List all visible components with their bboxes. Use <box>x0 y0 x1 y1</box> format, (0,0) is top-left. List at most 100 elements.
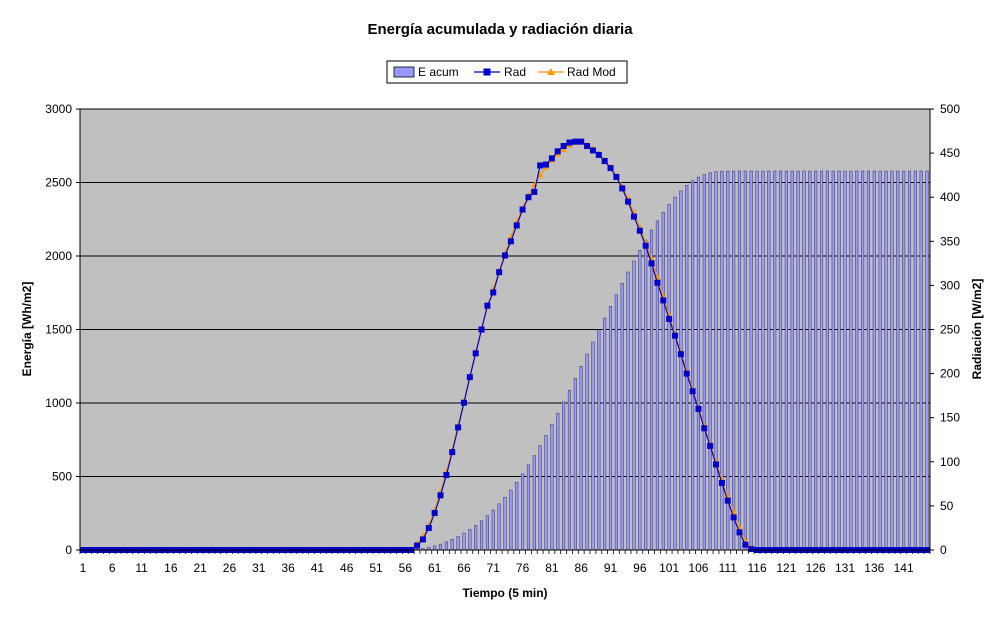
bar-e-acum-103 <box>679 190 683 551</box>
point-rad-60 <box>425 524 432 531</box>
x-axis-ticks: 1 6 11 16 21 26 31 36 41 46 51 56 61 66 71 76 81 86 91 96 10… <box>80 550 931 575</box>
bar-e-acum-88 <box>591 341 595 551</box>
x-tick-label-66: 66 <box>457 561 471 575</box>
bar-e-acum-120 <box>778 170 783 551</box>
bar-e-acum-68 <box>474 525 478 551</box>
left-tick-label-1000: 1000 <box>45 396 72 410</box>
x-tick-label-76: 76 <box>516 561 530 575</box>
point-rad-88 <box>589 147 596 154</box>
right-tick-label-300: 300 <box>940 278 960 292</box>
bar-e-acum-92 <box>614 294 618 551</box>
bar-e-acum-73 <box>503 496 507 551</box>
right-tick-label-450: 450 <box>940 146 960 160</box>
point-rad-72 <box>496 269 503 276</box>
point-rad-99 <box>654 279 661 286</box>
bar-e-acum-77 <box>526 464 531 551</box>
left-tick-label-500: 500 <box>52 470 72 484</box>
point-rad-83 <box>560 143 567 150</box>
x-tick-label-36: 36 <box>281 561 295 575</box>
bar-e-acum-78 <box>532 455 536 551</box>
point-rad-mod-79 <box>537 171 544 178</box>
point-rad-101 <box>666 315 673 322</box>
point-rad-62 <box>437 492 444 499</box>
x-tick-label-111: 111 <box>719 561 738 575</box>
bar-e-acum-114 <box>743 170 747 551</box>
x-tick-label-141: 141 <box>894 561 914 575</box>
bar-e-acum-135 <box>866 170 871 551</box>
point-rad-65 <box>455 424 462 431</box>
bar-e-acum-117 <box>761 170 765 551</box>
bar-e-acum-123 <box>796 170 800 551</box>
point-rad-111 <box>724 497 731 504</box>
x-tick-label-41: 41 <box>311 561 325 575</box>
point-rad-94 <box>625 198 632 205</box>
bar-e-acum-144 <box>919 170 923 551</box>
bar-e-acum-133 <box>855 170 859 551</box>
bar-e-acum-95 <box>632 260 636 551</box>
bar-e-acum-112 <box>732 170 736 551</box>
x-axis-title: Tiempo (5 min) <box>462 586 547 600</box>
point-rad-69 <box>478 326 485 333</box>
bar-e-acum-116 <box>755 170 759 551</box>
bar-e-acum-66 <box>462 532 466 551</box>
right-tick-label-250: 250 <box>940 323 960 337</box>
bar-e-acum-81 <box>550 424 554 551</box>
point-rad-98 <box>648 260 655 267</box>
right-tick-label-500: 500 <box>940 102 960 116</box>
left-tick-label-2000: 2000 <box>45 249 72 263</box>
x-tick-label-11: 11 <box>135 561 148 575</box>
point-rad-100 <box>660 297 667 304</box>
bar-e-acum-108 <box>708 172 712 551</box>
bar-e-acum-62 <box>438 543 443 551</box>
point-rad-109 <box>713 461 720 468</box>
point-rad-82 <box>554 148 561 155</box>
right-tick-label-50: 50 <box>940 499 954 513</box>
point-rad-73 <box>502 252 508 259</box>
point-rad-96 <box>636 227 643 234</box>
x-tick-label-121: 121 <box>776 561 796 575</box>
x-tick-label-96: 96 <box>633 561 647 575</box>
bar-e-acum-91 <box>608 306 613 551</box>
x-tick-label-51: 51 <box>369 561 383 575</box>
point-rad-104 <box>683 370 690 377</box>
bar-e-acum-93 <box>620 282 624 551</box>
bar-e-acum-98 <box>649 229 654 551</box>
right-axis-ticks: 0 50 100 150 200 250 300 350 400 450 500 <box>930 102 960 557</box>
point-rad-97 <box>642 242 649 249</box>
point-rad-79 <box>537 162 544 169</box>
bar-e-acum-89 <box>597 329 601 551</box>
bar-e-acum-142 <box>907 170 912 551</box>
left-tick-label-0: 0 <box>65 543 72 557</box>
bar-e-acum-145 <box>925 170 929 551</box>
bar-e-acum-129 <box>831 170 835 551</box>
y-axis-title: Energía [Wh/m2] <box>20 282 34 377</box>
left-tick-label-3000: 3000 <box>45 102 72 116</box>
right-tick-label-150: 150 <box>940 411 960 425</box>
bar-e-acum-83 <box>562 401 566 551</box>
chart-title: Energía acumulada y radiación diaria <box>367 21 633 38</box>
bar-e-acum-113 <box>737 170 742 551</box>
point-rad-91 <box>607 165 614 172</box>
bar-e-acum-87 <box>585 353 589 551</box>
point-rad-76 <box>519 206 526 213</box>
bar-e-acum-134 <box>861 170 865 551</box>
x-tick-label-6: 6 <box>109 561 116 575</box>
bar-e-acum-86 <box>579 366 583 551</box>
bar-e-acum-106 <box>696 176 701 551</box>
point-rad-84 <box>566 139 573 146</box>
point-rad-71 <box>490 289 497 296</box>
legend-label-e-acum: E acum <box>418 65 459 79</box>
bar-e-acum-132 <box>849 170 853 551</box>
point-rad-95 <box>630 213 637 220</box>
bar-e-acum-99 <box>655 220 659 551</box>
bar-e-acum-72 <box>497 503 501 551</box>
right-tick-label-200: 200 <box>940 367 960 381</box>
bar-e-acum-80 <box>544 435 548 551</box>
bar-e-acum-85 <box>573 378 577 551</box>
point-rad-108 <box>707 442 714 449</box>
left-tick-label-2500: 2500 <box>45 176 72 190</box>
point-rad-113 <box>736 529 743 536</box>
point-rad-110 <box>718 479 725 486</box>
right-tick-label-400: 400 <box>940 190 960 204</box>
